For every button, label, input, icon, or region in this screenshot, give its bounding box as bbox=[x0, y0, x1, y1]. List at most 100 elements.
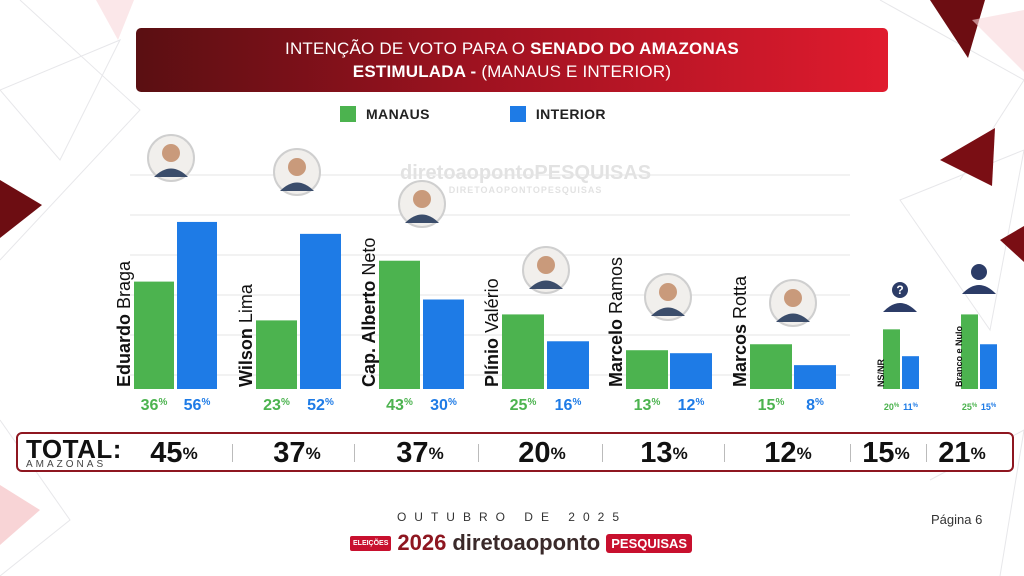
total-value: 20% bbox=[497, 438, 587, 468]
bar-interior bbox=[794, 365, 836, 389]
data-label: 43% bbox=[386, 397, 413, 414]
total-number: 15 bbox=[862, 437, 895, 469]
total-value: 13% bbox=[619, 438, 709, 468]
data-label: 25% bbox=[962, 402, 978, 412]
bar-interior bbox=[670, 353, 712, 389]
data-label: 13% bbox=[634, 397, 661, 414]
category-label: NS/NR bbox=[876, 358, 886, 387]
data-label: 8% bbox=[806, 397, 824, 414]
data-label: 23% bbox=[263, 397, 290, 414]
watermark-logo: diretoaopontoPESQUISAS DIRETOAOPONTOPESQ… bbox=[400, 162, 652, 195]
total-percent-sign: % bbox=[550, 444, 566, 463]
total-separator bbox=[354, 444, 355, 462]
total-percent-sign: % bbox=[796, 444, 812, 463]
legend-item-interior: INTERIOR bbox=[509, 106, 606, 122]
data-label: 12% bbox=[678, 397, 705, 414]
avatar-face-icon bbox=[537, 256, 555, 274]
bar-manaus bbox=[134, 281, 174, 389]
total-separator bbox=[724, 444, 725, 462]
category-label: Marcelo Ramos bbox=[606, 257, 626, 387]
person-silhouette-icon bbox=[971, 264, 987, 280]
total-number: 21 bbox=[938, 437, 971, 469]
total-separator bbox=[602, 444, 603, 462]
category-label: Plínio Valério bbox=[482, 278, 502, 387]
legend-swatch-interior bbox=[509, 106, 526, 122]
person-body-icon bbox=[883, 303, 917, 312]
total-label: TOTAL: AMAZONAS bbox=[26, 434, 122, 470]
data-label: 15% bbox=[758, 397, 785, 414]
bar-manaus bbox=[961, 314, 978, 389]
bar-interior bbox=[547, 341, 589, 389]
bar-interior bbox=[177, 221, 217, 389]
total-value: 15% bbox=[841, 438, 931, 468]
data-label: 15% bbox=[981, 402, 997, 412]
bar-manaus bbox=[626, 350, 668, 389]
data-label: 25% bbox=[510, 397, 537, 414]
avatar-face-icon bbox=[413, 190, 431, 208]
bar-manaus bbox=[750, 344, 792, 389]
ballot-box-icon: ELEIÇÕES bbox=[350, 535, 392, 551]
bar-interior bbox=[902, 356, 919, 389]
avatar-face-icon bbox=[784, 289, 802, 307]
data-label: 56% bbox=[184, 397, 211, 414]
page-number: Página 6 bbox=[931, 512, 983, 527]
total-percent-sign: % bbox=[428, 444, 444, 463]
data-label: 52% bbox=[307, 397, 334, 414]
chart-title-banner: INTENÇÃO DE VOTO PARA O SENADO DO AMAZON… bbox=[136, 28, 888, 92]
total-value: 37% bbox=[252, 438, 342, 468]
bar-interior bbox=[300, 233, 341, 389]
avatar-shirt-icon bbox=[280, 182, 314, 191]
avatar-shirt-icon bbox=[405, 214, 439, 223]
total-number: 37 bbox=[273, 437, 306, 469]
person-silhouette-icon bbox=[892, 282, 908, 298]
category-label: Cap. Alberto Neto bbox=[359, 238, 379, 387]
avatar-face-icon bbox=[162, 144, 180, 162]
total-value: 45% bbox=[129, 438, 219, 468]
bar-interior bbox=[423, 299, 464, 389]
avatar-shirt-icon bbox=[651, 307, 685, 316]
chart-legend: MANAUS INTERIOR bbox=[340, 106, 606, 122]
total-percent-sign: % bbox=[970, 444, 986, 463]
total-separator bbox=[232, 444, 233, 462]
bar-interior bbox=[980, 344, 997, 389]
total-row: TOTAL: AMAZONAS 45% 37% 37% 20% 13% 12% 15% 21% bbox=[16, 432, 1014, 472]
total-separator bbox=[926, 444, 927, 462]
data-label: 36% bbox=[141, 397, 168, 414]
total-value: 21% bbox=[917, 438, 1007, 468]
legend-swatch-manaus bbox=[340, 106, 356, 122]
total-percent-sign: % bbox=[894, 444, 910, 463]
avatar-shirt-icon bbox=[154, 168, 188, 177]
avatar-face-icon bbox=[659, 283, 677, 301]
bar-manaus bbox=[256, 320, 297, 389]
data-label: 16% bbox=[555, 397, 582, 414]
footer-logo: ELEIÇÕES 2026 diretoaoponto PESQUISAS bbox=[350, 530, 693, 556]
data-label: 20% bbox=[884, 402, 900, 412]
survey-month: OUTUBRO DE 2025 bbox=[396, 510, 628, 524]
total-number: 45 bbox=[150, 437, 183, 469]
total-percent-sign: % bbox=[182, 444, 198, 463]
avatar-shirt-icon bbox=[529, 280, 563, 289]
title-line-2: ESTIMULADA - (MANAUS E INTERIOR) bbox=[352, 62, 672, 81]
title-line-1: INTENÇÃO DE VOTO PARA O SENADO DO AMAZON… bbox=[285, 39, 739, 58]
bar-manaus bbox=[379, 260, 420, 389]
avatar-shirt-icon bbox=[776, 313, 810, 322]
total-number: 37 bbox=[396, 437, 429, 469]
total-number: 12 bbox=[764, 437, 797, 469]
total-percent-sign: % bbox=[305, 444, 321, 463]
legend-item-manaus: MANAUS bbox=[340, 106, 430, 122]
total-separator bbox=[478, 444, 479, 462]
category-label: Marcos Rotta bbox=[730, 275, 750, 387]
bar-manaus bbox=[502, 314, 544, 389]
category-label: Wilson Lima bbox=[236, 283, 256, 387]
total-percent-sign: % bbox=[672, 444, 688, 463]
question-mark-icon: ? bbox=[896, 283, 903, 297]
bar-manaus bbox=[883, 329, 900, 389]
category-label: Branco e Nulo bbox=[954, 325, 964, 387]
data-label: 11% bbox=[903, 402, 919, 412]
total-number: 20 bbox=[518, 437, 551, 469]
total-value: 37% bbox=[375, 438, 465, 468]
data-label: 30% bbox=[430, 397, 457, 414]
category-label: Eduardo Braga bbox=[114, 260, 134, 387]
total-separator bbox=[850, 444, 851, 462]
